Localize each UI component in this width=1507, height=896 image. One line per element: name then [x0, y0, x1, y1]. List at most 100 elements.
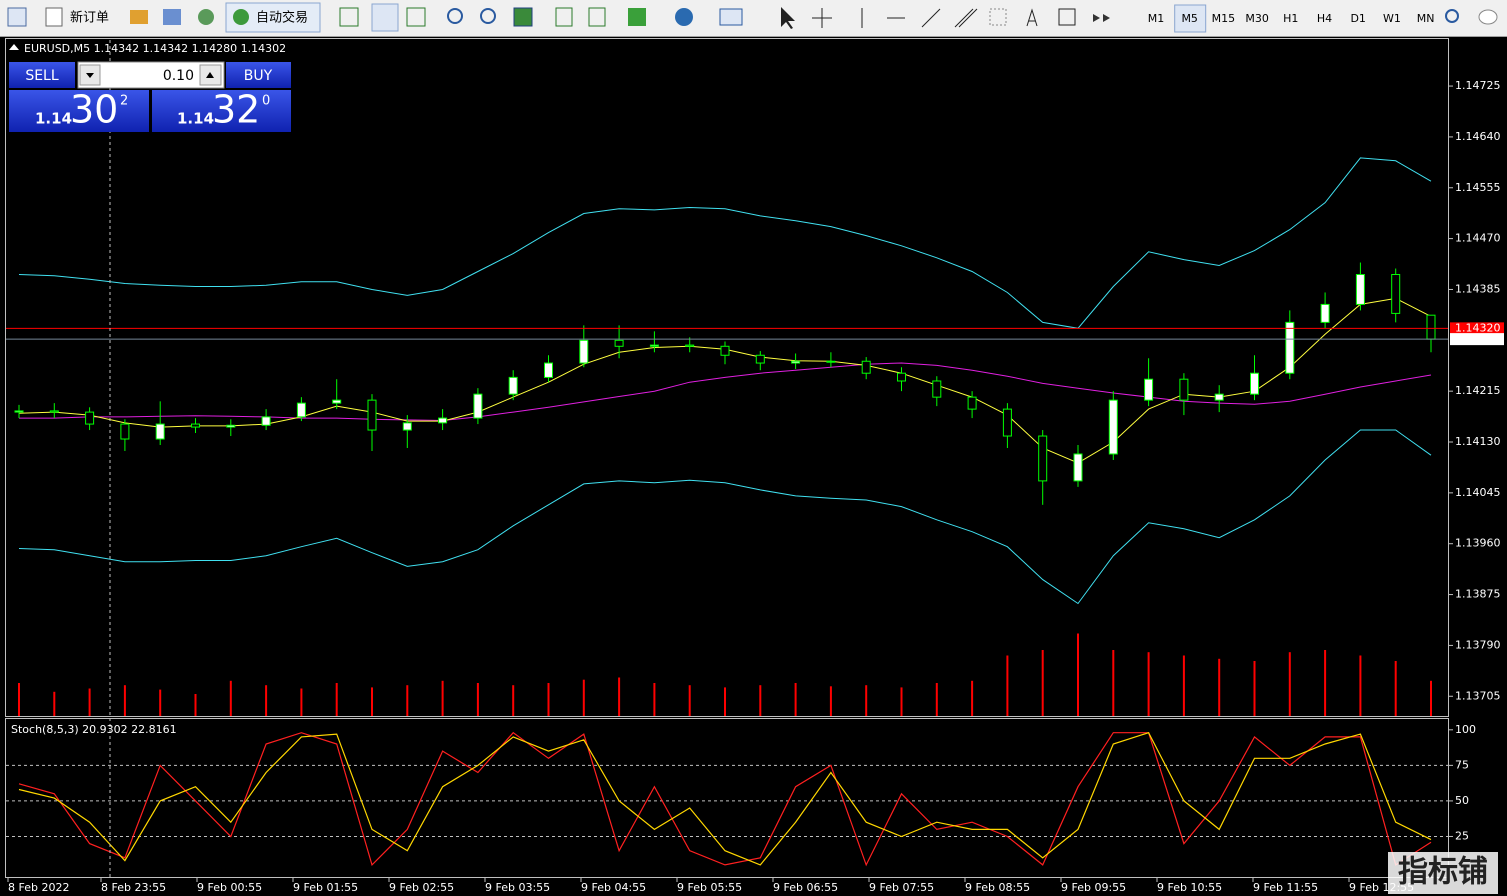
ask-label-bg	[1450, 322, 1504, 335]
icon-indicators[interactable]	[628, 8, 646, 26]
x-tick-label: 8 Feb 2022	[8, 881, 69, 894]
icon-text[interactable]	[1026, 8, 1038, 27]
x-tick-label: 9 Feb 11:55	[1253, 881, 1318, 894]
candle-body	[685, 344, 695, 347]
sell-button[interactable]	[9, 62, 75, 88]
timeframe-button[interactable]: MN	[1417, 12, 1435, 25]
candle-body	[155, 423, 165, 440]
candle-body	[367, 399, 377, 431]
icon-search[interactable]	[1445, 9, 1459, 23]
volume-bar	[265, 685, 268, 716]
icon-autoscroll[interactable]	[588, 7, 606, 27]
candle-body	[438, 417, 448, 424]
volume-bar	[618, 677, 621, 716]
icon-auto-trading	[233, 9, 249, 25]
timeframe-button[interactable]: H1	[1283, 12, 1298, 25]
icon-crosshair[interactable]	[812, 8, 832, 28]
y-tick-label: 1.13960	[1455, 537, 1501, 550]
icon-shift[interactable]	[555, 7, 573, 27]
auto-trading-label[interactable]: 自动交易	[256, 10, 308, 26]
candle-body	[473, 393, 483, 419]
volume-bar	[1324, 650, 1327, 716]
icon-new-order[interactable]	[45, 7, 63, 27]
buy-label[interactable]: BUY	[244, 68, 273, 84]
icon-bar-chart[interactable]	[339, 7, 359, 27]
volume-bar	[18, 683, 20, 716]
candle-body	[1355, 274, 1365, 305]
icon-button[interactable]	[130, 10, 148, 24]
timeframe-button[interactable]: M1	[1148, 12, 1165, 25]
volume-bar	[865, 685, 868, 716]
volume-bar	[759, 685, 762, 716]
icon-candles[interactable]	[371, 3, 399, 32]
candle-body	[332, 399, 342, 404]
candle-body	[614, 339, 624, 347]
timeframe-button[interactable]: M30	[1245, 12, 1269, 25]
icon-zoom-in[interactable]	[447, 8, 463, 24]
volume-bar	[88, 688, 91, 716]
timeframe-button[interactable]: M5	[1181, 12, 1198, 25]
y-tick-label: 100	[1455, 723, 1476, 736]
timeframe-button[interactable]: D1	[1350, 12, 1365, 25]
candle-body	[14, 410, 24, 413]
timeframe-active	[1174, 4, 1207, 33]
icon-button[interactable]	[7, 7, 27, 27]
sell-price-box[interactable]	[9, 90, 149, 132]
candle-body	[226, 424, 236, 428]
icon-cursor[interactable]	[781, 7, 795, 29]
x-tick-label: 8 Feb 23:55	[101, 881, 166, 894]
icon-channel[interactable]	[954, 8, 978, 28]
volume-bar	[547, 683, 550, 716]
candle-body	[1179, 378, 1189, 401]
candle-body	[296, 402, 306, 418]
timeframe-button[interactable]: H4	[1317, 12, 1332, 25]
icon-arrows[interactable]	[1093, 14, 1110, 22]
candle-body	[1250, 372, 1259, 395]
icon-button[interactable]	[163, 9, 181, 25]
volume-bar	[724, 687, 726, 716]
one-click-panel: SELL 0.10 BUY 1.14 30 2 1.14 32 0	[9, 61, 291, 132]
icon-label[interactable]	[1058, 8, 1076, 26]
collapse-arrow[interactable]	[9, 44, 19, 50]
buy-button[interactable]	[226, 62, 291, 88]
icon-button[interactable]	[198, 9, 214, 25]
icon-fibo[interactable]	[989, 8, 1007, 26]
buy-price-box[interactable]	[152, 90, 291, 132]
y-tick-label: 1.14130	[1455, 435, 1501, 448]
y-tick-label: 25	[1455, 829, 1469, 842]
volume-bar	[441, 680, 444, 716]
icon-zoom-out[interactable]	[480, 8, 496, 24]
timeframe-button[interactable]: W1	[1383, 12, 1401, 25]
volume-bar	[1288, 652, 1291, 716]
sell-label[interactable]: SELL	[25, 68, 59, 84]
volume-bar	[1041, 650, 1044, 716]
icon-line-chart[interactable]	[406, 7, 426, 27]
icon-tile[interactable]	[513, 7, 533, 27]
lot-down-arrow	[86, 73, 94, 78]
icon-periods[interactable]	[675, 8, 693, 26]
volume-bar	[1147, 652, 1150, 716]
volume-bar	[971, 680, 974, 716]
y-tick-label: 75	[1455, 758, 1469, 771]
icon-templates[interactable]	[719, 8, 743, 26]
icon-chat[interactable]	[1478, 9, 1498, 25]
candle-body	[191, 423, 200, 428]
candle-body	[120, 423, 130, 440]
lot-value[interactable]: 0.10	[163, 68, 194, 84]
new-order-label[interactable]: 新订单	[70, 10, 109, 26]
candle-body	[932, 380, 942, 398]
icon-trendline[interactable]	[921, 8, 941, 28]
volume-bar	[794, 683, 797, 716]
timeframe-button[interactable]: M15	[1212, 12, 1236, 25]
toolbar-icons	[7, 2, 1498, 33]
y-tick-label: 1.13875	[1455, 588, 1501, 601]
y-tick-label: 1.14045	[1455, 486, 1501, 499]
stoch-title: Stoch(8,5,3) 20.9302 22.8161	[11, 723, 177, 736]
candle-body	[861, 360, 871, 374]
volume-bar	[300, 688, 303, 716]
x-tick-label: 9 Feb 03:55	[485, 881, 550, 894]
buy-price-sup: 0	[262, 94, 270, 109]
volume-bar	[229, 680, 232, 716]
chart-window	[0, 38, 1507, 896]
